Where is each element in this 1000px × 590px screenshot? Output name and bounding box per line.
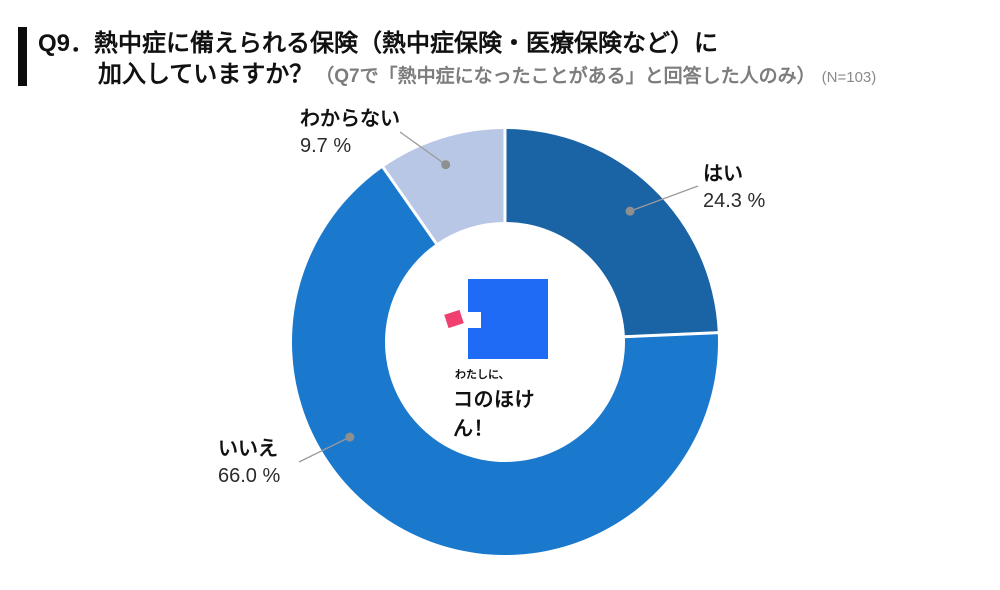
leader-line-unknown <box>399 131 447 166</box>
segment-divider <box>381 165 439 246</box>
segment-label-no: いいえ 66.0 % <box>218 437 280 489</box>
segment-name-yes: はい <box>703 163 743 185</box>
donut-segment-no <box>292 167 718 555</box>
segment-name-no: いいえ <box>218 438 278 460</box>
question-title: Q9．熱中症に備えられる保険（熱中症保険・医療保険など）に 加入していますか？（… <box>38 27 876 93</box>
leader-dot-no <box>345 432 355 442</box>
logo-notch <box>468 312 481 328</box>
logo-accent-icon <box>444 309 464 329</box>
segment-label-yes: はい 24.3 % <box>703 162 765 214</box>
leader-dot-unknown <box>441 160 451 170</box>
leader-line-no <box>298 436 351 463</box>
title-accent-bar <box>18 27 27 86</box>
segment-label-unknown: わからない 9.7 % <box>300 107 400 159</box>
leader-dot-yes <box>625 206 635 216</box>
leader-line-yes <box>629 185 699 212</box>
logo-brand: コのほけん！ <box>453 389 535 440</box>
segment-value-no: 66.0 % <box>218 465 281 487</box>
konohoken-logo: わたしに、 コのほけん！ <box>444 279 573 441</box>
logo-mark <box>444 279 548 359</box>
sample-size: (N=103) <box>821 69 877 86</box>
segment-value-yes: 24.3 % <box>703 190 766 212</box>
segment-value-unknown: 9.7 % <box>300 135 352 157</box>
question-number: Q9． <box>38 30 95 57</box>
segment-name-unknown: わからない <box>300 108 400 130</box>
logo-square-icon <box>468 279 548 359</box>
segment-divider <box>623 331 719 339</box>
question-text-line1: 熱中症に備えられる保険（熱中症保険・医療保険など）に <box>94 30 719 57</box>
question-header: Q9．熱中症に備えられる保険（熱中症保険・医療保険など）に 加入していますか？（… <box>18 27 876 93</box>
question-note: （Q7で「熱中症になったことがある」と回答した人のみ） <box>315 66 816 87</box>
question-line2: 加入していますか？ （Q7で「熱中症になったことがある」と回答した人のみ） (N=1… <box>38 59 876 93</box>
logo-tagline: わたしに、 <box>455 369 510 381</box>
donut-segment-unknown <box>383 129 505 244</box>
question-text-line2: 加入していますか？ <box>98 61 314 88</box>
question-line1: Q9．熱中症に備えられる保険（熱中症保険・医療保険など）に <box>38 28 876 59</box>
donut-segment-yes <box>505 129 718 337</box>
